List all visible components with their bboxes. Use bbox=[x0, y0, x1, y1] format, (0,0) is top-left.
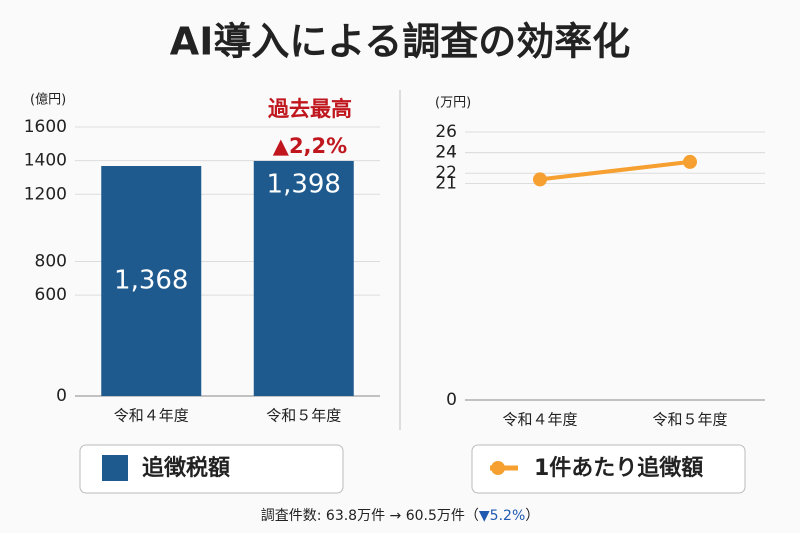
unit-label: (億円) bbox=[30, 92, 66, 108]
legend-label: 追徴税額 bbox=[142, 455, 230, 481]
x-tick-label: 令和４年度 bbox=[502, 411, 577, 429]
y-tick-label: 0 bbox=[56, 386, 67, 406]
y-tick-label: 22 bbox=[435, 163, 457, 183]
y-tick-label: 0 bbox=[446, 390, 457, 410]
legend-box bbox=[79, 444, 344, 494]
legend-label: 1件あたり追徴額 bbox=[534, 455, 703, 481]
data-label: 1,398 bbox=[267, 169, 341, 199]
y-tick-label: 800 bbox=[35, 252, 67, 272]
y-tick-label: 21 bbox=[435, 174, 457, 194]
y-tick-label: 1200 bbox=[24, 184, 67, 204]
point bbox=[533, 172, 547, 187]
legend-box bbox=[471, 444, 746, 494]
y-tick-label: 1400 bbox=[24, 151, 67, 171]
bar bbox=[253, 160, 354, 396]
chart-title: AI導入による調査の効率化 bbox=[170, 20, 630, 64]
legend-swatch bbox=[491, 461, 505, 475]
bar bbox=[101, 166, 202, 396]
y-tick-label: 1600 bbox=[24, 117, 67, 137]
footnote-change: ▼5.2% bbox=[479, 508, 525, 524]
y-tick-label: 24 bbox=[435, 143, 457, 163]
annotation: ▲2,2% bbox=[273, 134, 347, 158]
y-tick-label: 600 bbox=[35, 285, 67, 305]
legend-swatch bbox=[102, 455, 128, 481]
line bbox=[539, 159, 691, 182]
data-label: 1,368 bbox=[114, 266, 188, 296]
footnote-text: 調査件数: 63.8万件 → 60.5万件（ bbox=[261, 508, 479, 524]
y-tick-label: 24 bbox=[435, 143, 457, 163]
footnote: 調査件数: 63.8万件 → 60.5万件（▼5.2%） bbox=[261, 508, 540, 524]
point bbox=[683, 154, 697, 169]
x-tick-label: 令和５年度 bbox=[266, 407, 341, 425]
footnote-end: ） bbox=[525, 508, 539, 524]
x-tick-label: 令和４年度 bbox=[114, 407, 189, 425]
y-tick-label: 26 bbox=[435, 122, 457, 142]
unit-label: (万円) bbox=[435, 96, 471, 111]
x-tick-label: 令和５年度 bbox=[652, 411, 727, 429]
annotation: 過去最高 bbox=[268, 97, 352, 121]
